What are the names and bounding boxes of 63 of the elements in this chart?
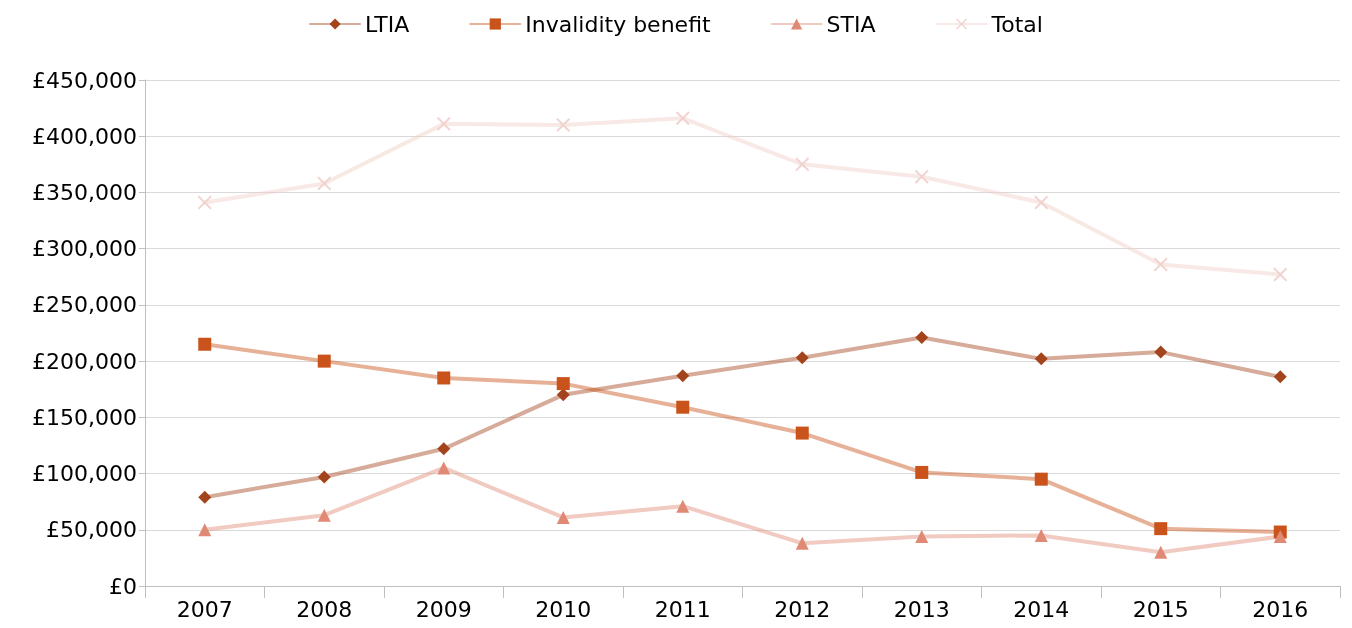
point	[317, 354, 331, 368]
point	[1154, 545, 1168, 559]
point	[915, 331, 929, 344]
point	[1034, 472, 1048, 486]
y-tick-label: £300,000	[32, 236, 137, 262]
point	[317, 508, 331, 522]
legend-label: LTIA	[365, 11, 410, 37]
x-tick-label: 2015	[1132, 596, 1189, 622]
y-tick-label: £250,000	[32, 292, 137, 318]
point	[556, 510, 570, 524]
y-tick-label: £0	[109, 573, 137, 599]
point	[317, 470, 331, 484]
point	[915, 465, 929, 479]
y-tick-label: £200,000	[32, 348, 137, 374]
legend-label: STIA	[826, 11, 876, 37]
y-tick-label: £350,000	[32, 179, 137, 205]
point	[317, 176, 332, 191]
legend-label: Invalidity benefit	[525, 11, 711, 37]
point	[197, 195, 212, 210]
point	[1154, 522, 1168, 536]
point	[676, 400, 690, 414]
point	[1273, 267, 1288, 282]
point	[198, 523, 212, 537]
point	[1273, 530, 1287, 544]
point	[795, 536, 809, 550]
y-tick-label: £150,000	[32, 404, 137, 430]
x-tick-label: 2013	[893, 596, 950, 622]
y-tick-label: £50,000	[46, 517, 137, 543]
x-tick-label: 2016	[1252, 596, 1309, 622]
x-tick-label: 2009	[415, 596, 472, 622]
x-tick-label: 2010	[535, 596, 592, 622]
x-tick-label: 2014	[1013, 596, 1070, 622]
x-tick-label: 2007	[176, 596, 233, 622]
point	[437, 461, 451, 475]
point	[795, 351, 809, 365]
point	[437, 442, 451, 456]
point	[914, 169, 929, 184]
point	[676, 369, 690, 383]
point	[1153, 257, 1168, 272]
point	[1034, 195, 1049, 210]
x-tick-label: 2008	[296, 596, 353, 622]
legend-label: Total	[990, 11, 1043, 37]
y-tick-label: £400,000	[32, 123, 137, 149]
point	[1034, 528, 1048, 542]
point	[1034, 352, 1048, 366]
point	[795, 157, 810, 172]
point	[1154, 345, 1168, 359]
point	[556, 377, 570, 391]
point	[556, 388, 570, 402]
point	[1273, 370, 1287, 384]
point	[675, 111, 690, 126]
y-tick-label: £100,000	[32, 461, 137, 487]
x-tick-label: 2011	[654, 596, 711, 622]
point	[436, 116, 451, 131]
point	[198, 337, 212, 351]
point	[915, 530, 929, 544]
point	[795, 426, 809, 440]
x-tick-label: 2012	[774, 596, 831, 622]
point	[556, 117, 571, 132]
y-tick-label: £450,000	[32, 67, 137, 93]
point	[676, 499, 690, 513]
point	[198, 490, 212, 504]
point	[437, 371, 451, 385]
